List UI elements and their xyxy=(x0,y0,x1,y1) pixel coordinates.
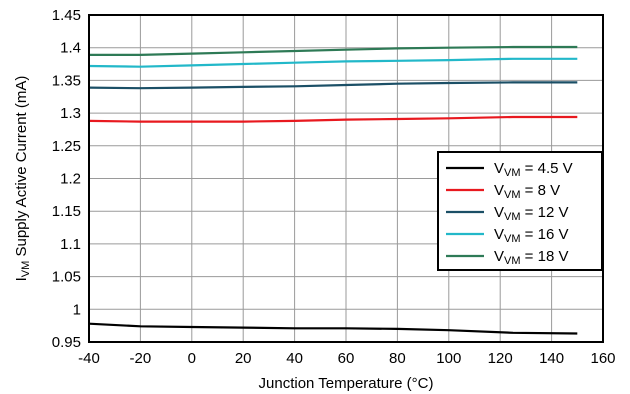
y-axis-title: IVM Supply Active Current (mA) xyxy=(13,76,32,282)
legend-label: VVM = 18 V xyxy=(494,248,568,267)
y-tick-label: 1.2 xyxy=(60,171,81,188)
series-line xyxy=(88,57,578,68)
x-tick-label: -20 xyxy=(130,350,152,367)
legend-label: VVM = 4.5 V xyxy=(494,160,573,179)
y-tick-label: 1.35 xyxy=(52,72,81,89)
legend-label-rest: = 12 V xyxy=(521,204,569,221)
legend-label-main: V xyxy=(494,160,504,177)
y-tick-label: 1.45 xyxy=(52,7,81,24)
y-tick-label: 1 xyxy=(73,301,81,318)
series-line xyxy=(88,115,578,123)
x-tick-label: 140 xyxy=(539,350,564,367)
y-tick-label: 1.3 xyxy=(60,105,81,122)
y-axis-title-sub: VM xyxy=(20,261,32,278)
legend-label: VVM = 12 V xyxy=(494,204,568,223)
x-tick-label: 100 xyxy=(436,350,461,367)
y-tick-label: 1.05 xyxy=(52,269,81,286)
legend-label-rest: = 4.5 V xyxy=(521,160,573,177)
legend-label: VVM = 16 V xyxy=(494,226,568,245)
x-tick-labels: -40 -20 0 20 40 60 80 100 120 140 160 xyxy=(78,350,615,367)
y-axis-title-main: I xyxy=(13,277,30,281)
x-tick-label: 20 xyxy=(235,350,252,367)
y-tick-label: 1.25 xyxy=(52,138,81,155)
legend-label-rest: = 8 V xyxy=(521,182,561,199)
legend-label-rest: = 16 V xyxy=(521,226,569,243)
legend-label-main: V xyxy=(494,248,504,265)
legend-label-sub: VM xyxy=(504,211,521,223)
legend-label-main: V xyxy=(494,204,504,221)
x-tick-label: 0 xyxy=(188,350,196,367)
y-tick-label: 1.15 xyxy=(52,203,81,220)
x-tick-label: 120 xyxy=(488,350,513,367)
y-axis-title-rest: Supply Active Current (mA) xyxy=(13,76,30,261)
series-line xyxy=(89,45,578,57)
series-line xyxy=(88,81,578,90)
legend-label-sub: VM xyxy=(504,233,521,245)
x-tick-label: -40 xyxy=(78,350,100,367)
y-tick-label: 0.95 xyxy=(52,334,81,351)
legend-label-sub: VM xyxy=(504,167,521,179)
legend-label-sub: VM xyxy=(504,255,521,267)
y-tick-labels: 0.95 1 1.05 1.1 1.15 1.2 1.25 1.3 1.35 1.4 1.45 xyxy=(52,7,81,351)
y-tick-label: 1.4 xyxy=(60,40,81,57)
series-lines xyxy=(88,45,578,335)
legend-label-main: V xyxy=(494,182,504,199)
x-tick-label: 80 xyxy=(389,350,406,367)
x-axis-title: Junction Temperature (°C) xyxy=(259,375,434,392)
series-line xyxy=(88,322,578,335)
x-tick-label: 160 xyxy=(590,350,615,367)
legend-label: VVM = 8 V xyxy=(494,182,560,201)
legend-label-main: V xyxy=(494,226,504,243)
y-tick-label: 1.1 xyxy=(60,236,81,253)
x-tick-label: 40 xyxy=(286,350,303,367)
legend-label-rest: = 18 V xyxy=(521,248,569,265)
x-tick-label: 60 xyxy=(338,350,355,367)
legend-label-sub: VM xyxy=(504,189,521,201)
